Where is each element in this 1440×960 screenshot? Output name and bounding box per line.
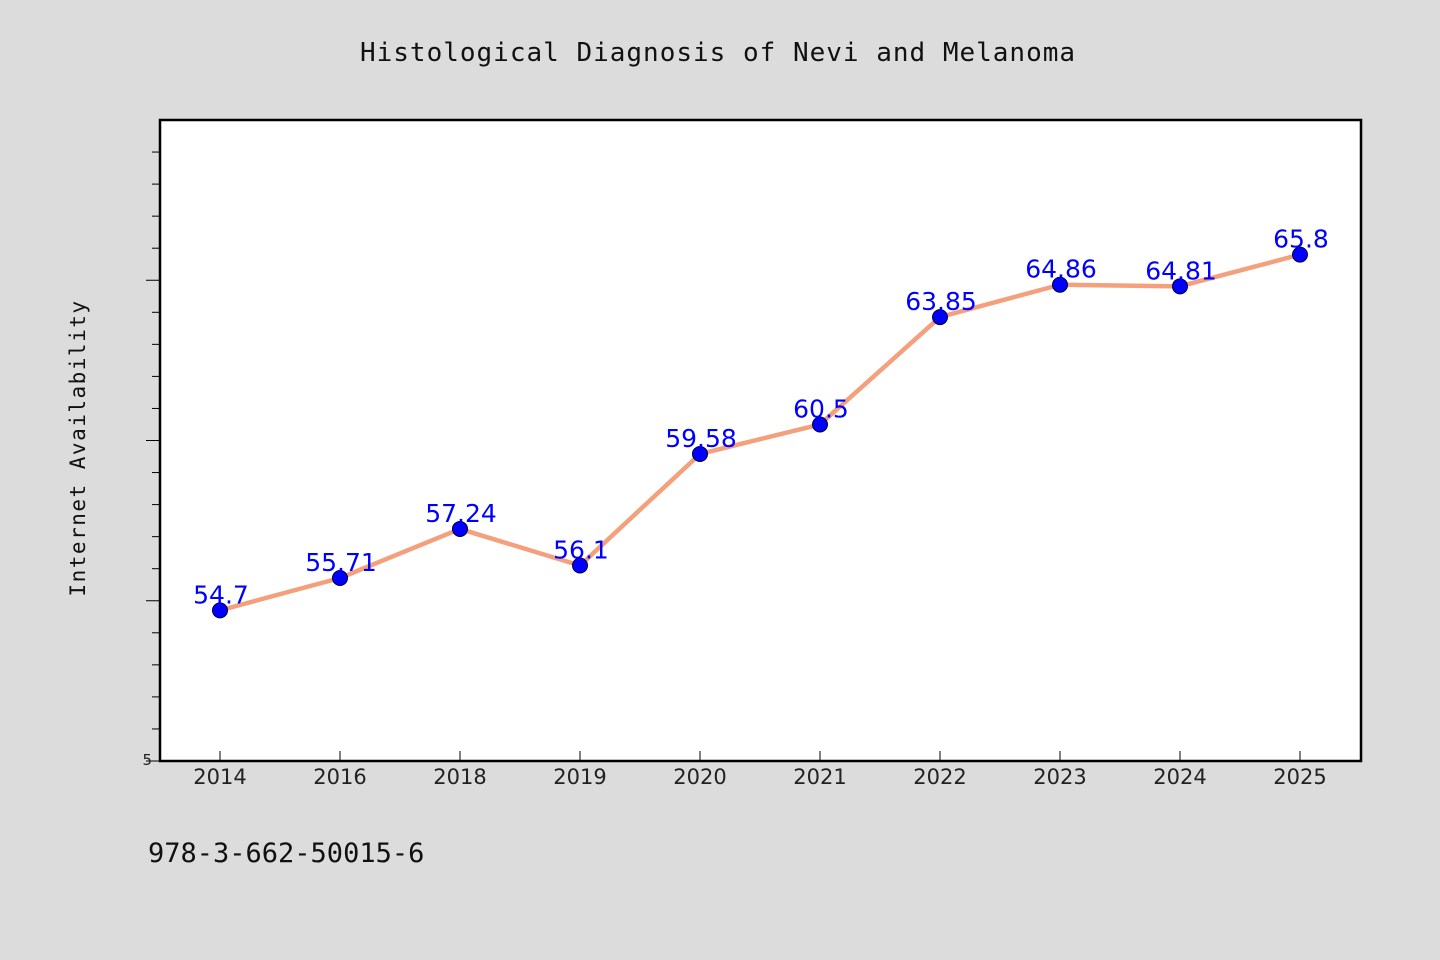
data-label: 64.81 bbox=[1145, 256, 1217, 285]
x-tick-label: 2024 bbox=[1153, 765, 1206, 789]
footer-code: 978-3-662-50015-6 bbox=[148, 838, 424, 869]
x-tick-label: 2022 bbox=[913, 765, 966, 789]
x-tick-label: 2019 bbox=[553, 765, 606, 789]
data-point bbox=[692, 445, 708, 462]
x-tick-label: 2025 bbox=[1273, 765, 1326, 789]
data-label: 55.71 bbox=[305, 548, 377, 577]
data-label: 56.1 bbox=[553, 535, 609, 564]
data-label: 64.86 bbox=[1025, 255, 1097, 284]
data-labels: 54.7 55.71 57.24 56.1 59.58 60.5 63.85 64.86 64.… bbox=[193, 225, 1329, 610]
x-tick-label: 2018 bbox=[433, 765, 486, 789]
data-label: 54.7 bbox=[193, 580, 249, 609]
data-label: 63.85 bbox=[905, 287, 977, 316]
data-markers bbox=[212, 246, 1308, 619]
data-point bbox=[1292, 246, 1308, 263]
data-point bbox=[212, 602, 228, 619]
axis-ticks: 5 2014 2016 2018 2019 2020 2021 2022 2023 2024 202… bbox=[142, 151, 1327, 789]
x-tick-label: 2016 bbox=[313, 765, 366, 789]
chart-title: Histological Diagnosis of Nevi and Melan… bbox=[360, 38, 1076, 68]
data-point bbox=[452, 520, 468, 537]
data-point bbox=[932, 309, 948, 326]
y-tick-label: 5 bbox=[142, 751, 152, 769]
data-point bbox=[812, 416, 828, 433]
series-line-layer bbox=[217, 252, 1303, 613]
data-point bbox=[332, 569, 348, 586]
x-tick-label: 2020 bbox=[673, 765, 726, 789]
data-point bbox=[1052, 276, 1068, 293]
data-label: 57.24 bbox=[425, 499, 497, 528]
data-point bbox=[572, 557, 588, 574]
data-label: 60.5 bbox=[793, 394, 849, 423]
x-tick-label: 2014 bbox=[193, 765, 246, 789]
x-tick-label: 2021 bbox=[793, 765, 846, 789]
y-axis-label: Internet Availability bbox=[66, 299, 90, 596]
x-tick-label: 2023 bbox=[1033, 765, 1086, 789]
data-label: 59.58 bbox=[665, 424, 737, 453]
data-label: 65.8 bbox=[1273, 225, 1329, 254]
data-point bbox=[1172, 278, 1188, 295]
series-line bbox=[217, 252, 1303, 613]
